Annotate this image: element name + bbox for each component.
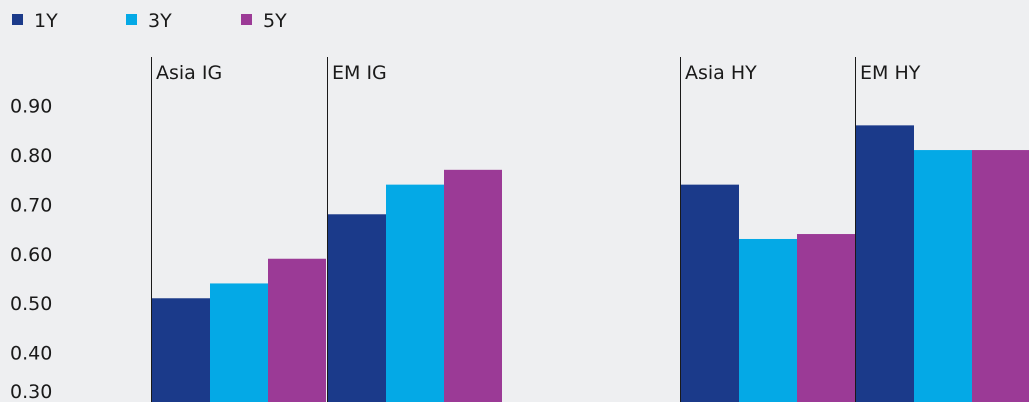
legend-label-5y: 5Y [263, 10, 287, 32]
bar-em-hy-1y [856, 125, 914, 402]
bar-em-hy-3y [914, 150, 972, 402]
y-tick-label: 0.50 [10, 293, 52, 315]
legend-swatch-1y [12, 14, 23, 25]
y-tick-label: 0.90 [10, 96, 52, 118]
y-tick-label: 0.60 [10, 244, 52, 266]
y-tick-label: 0.70 [10, 194, 52, 216]
group-label: Asia IG [156, 62, 222, 84]
bar-em-ig-1y [328, 214, 386, 402]
bar-asia-ig-1y [152, 298, 210, 402]
bar-em-ig-5y [444, 169, 502, 402]
legend-label-1y: 1Y [34, 10, 58, 32]
legend-swatch-5y [241, 14, 252, 25]
legend-swatch-3y [126, 14, 137, 25]
y-tick-label: 0.30 [10, 381, 52, 402]
legend-label-3y: 3Y [148, 10, 172, 32]
bar-asia-ig-3y [210, 283, 268, 402]
bar-asia-hy-3y [739, 238, 797, 402]
y-tick-label: 0.40 [10, 343, 52, 365]
group-label: EM HY [860, 62, 921, 84]
bar-asia-ig-5y [268, 258, 326, 402]
bar-asia-hy-5y [797, 234, 855, 402]
bar-asia-hy-1y [681, 184, 739, 402]
bar-em-hy-5y [972, 150, 1029, 402]
y-tick-label: 0.80 [10, 145, 52, 167]
group-label: Asia HY [685, 62, 757, 84]
bar-em-ig-3y [386, 184, 444, 402]
group-label: EM IG [332, 62, 387, 84]
